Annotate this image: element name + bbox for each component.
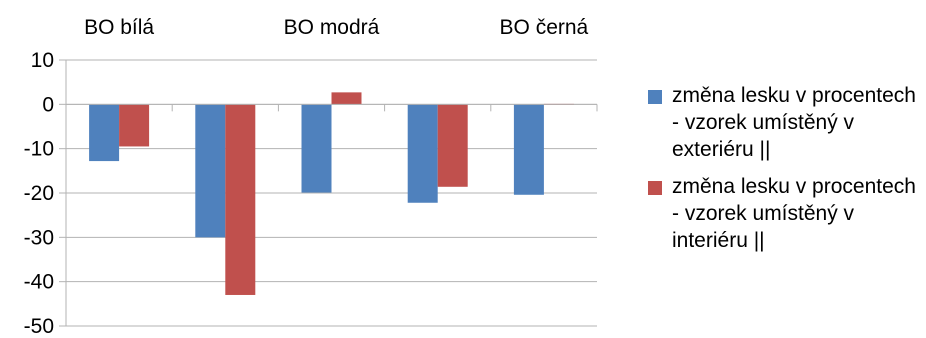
axes	[59, 59, 598, 327]
y-tick-label: 10	[31, 49, 54, 72]
bar-exterior-2	[301, 104, 332, 193]
bar-exterior-3	[407, 104, 438, 203]
legend-label-interior: změna lesku v procentech - vzorek umístě…	[672, 175, 916, 252]
y-tick-label: -40	[24, 271, 54, 294]
bar-interior-2	[331, 92, 362, 105]
bar-exterior-1	[195, 104, 226, 238]
bar-exterior-0	[89, 104, 120, 162]
y-tick-label: -50	[24, 315, 54, 338]
legend: změna lesku v procentech - vzorek umístě…	[648, 82, 918, 264]
legend-item-interior: změna lesku v procentech - vzorek umístě…	[648, 173, 918, 254]
category-labels: BO bílá BO modrá BO černá	[84, 16, 588, 39]
y-tick-label: 0	[42, 93, 54, 116]
legend-swatch-exterior	[648, 90, 662, 104]
category-label: BO černá	[500, 16, 589, 39]
y-tick-label: -20	[24, 182, 54, 205]
y-tick-label: -10	[24, 138, 54, 161]
category-label: BO bílá	[84, 16, 154, 39]
legend-label-exterior: změna lesku v procentech - vzorek umístě…	[672, 84, 916, 161]
bar-interior-1	[225, 104, 256, 295]
legend-item-exterior: změna lesku v procentech - vzorek umístě…	[648, 82, 918, 163]
category-label: BO modrá	[284, 16, 380, 39]
bar-exterior-4	[513, 104, 544, 195]
y-tick-labels: 10 0 -10 -20 -30 -40 -50	[24, 49, 54, 338]
bar-interior-0	[119, 104, 150, 147]
bars	[89, 92, 574, 295]
y-tick-label: -30	[24, 226, 54, 249]
legend-swatch-interior	[648, 181, 662, 195]
bar-interior-3	[437, 104, 468, 187]
